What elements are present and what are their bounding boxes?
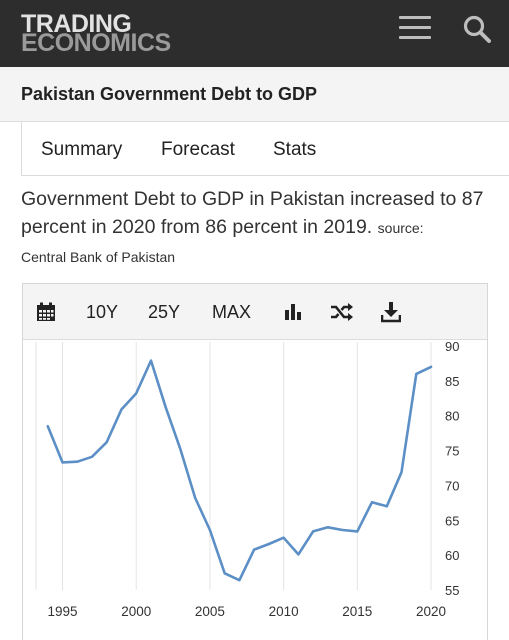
debt-to-gdp-line-chart: 55 60 65 70 75 80 85 90 1995 2000 2005 2010 2015 202…: [35, 340, 459, 619]
y-tick-label: 90: [445, 340, 459, 354]
x-tick-label: 2010: [269, 604, 299, 619]
y-tick-label: 75: [445, 444, 459, 459]
range-max-button[interactable]: MAX: [212, 302, 252, 322]
tab-bar: Summary Forecast Stats: [21, 122, 509, 176]
bar-chart-icon[interactable]: [284, 303, 302, 326]
page-title: Pakistan Government Debt to GDP: [21, 84, 318, 104]
search-icon[interactable]: [462, 14, 492, 44]
chart-container: 10Y 25Y MAX: [22, 283, 488, 640]
x-tick-label: 2005: [195, 604, 225, 619]
x-tick-label: 2000: [121, 604, 151, 619]
page-title-bar: Pakistan Government Debt to GDP: [0, 67, 509, 122]
y-tick-label: 65: [445, 513, 459, 528]
y-tick-label: 70: [445, 478, 459, 493]
range-10y-button[interactable]: 10Y: [86, 302, 119, 322]
hamburger-menu-icon[interactable]: [399, 16, 431, 40]
x-tick-label: 2015: [342, 604, 372, 619]
download-icon[interactable]: [380, 301, 402, 328]
top-navigation-bar: TRADING ECONOMICS: [0, 0, 509, 67]
logo-line-1: TRADING: [21, 10, 132, 38]
x-tick-label: 2020: [416, 604, 446, 619]
range-25y-button[interactable]: 25Y: [148, 302, 181, 322]
source-name[interactable]: Central Bank of Pakistan: [21, 249, 176, 265]
summary-description: Government Debt to GDP in Pakistan incre…: [21, 185, 491, 267]
source-label: source:: [377, 220, 424, 236]
shuffle-icon[interactable]: [330, 302, 354, 327]
calendar-icon[interactable]: [36, 302, 56, 327]
logo-line-2: ECONOMICS: [21, 29, 171, 57]
y-tick-label: 60: [445, 548, 459, 563]
y-tick-label: 85: [445, 374, 459, 389]
chart-toolbar: 10Y 25Y MAX: [23, 284, 487, 340]
tab-summary[interactable]: Summary: [41, 139, 123, 160]
tab-stats[interactable]: Stats: [273, 139, 317, 160]
y-tick-label: 80: [445, 409, 459, 424]
series-line[interactable]: [46, 359, 433, 582]
tab-forecast[interactable]: Forecast: [161, 139, 235, 160]
x-tick-label: 1995: [48, 604, 78, 619]
y-tick-label: 55: [445, 583, 459, 598]
trading-economics-logo[interactable]: TRADING ECONOMICS: [21, 12, 171, 56]
summary-text: Government Debt to GDP in Pakistan incre…: [21, 188, 484, 238]
